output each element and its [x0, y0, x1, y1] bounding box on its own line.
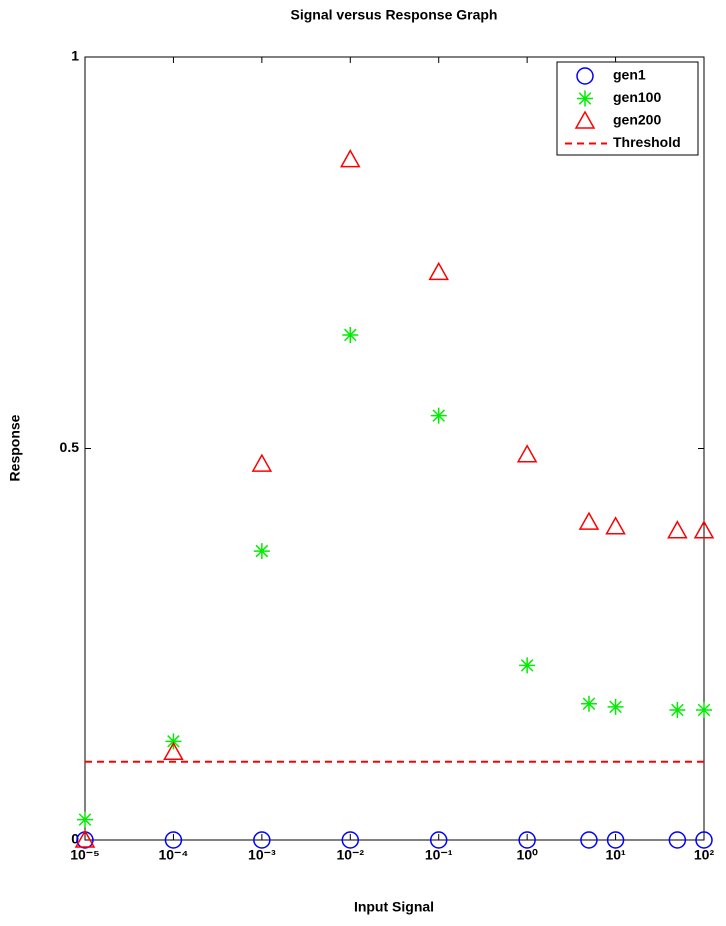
x-tick-label: 10⁻¹ — [425, 847, 453, 863]
point — [578, 511, 600, 530]
point — [696, 702, 712, 719]
point — [428, 261, 449, 281]
point — [519, 657, 536, 674]
x-tick-label: 10⁻⁴ — [158, 847, 188, 863]
legend-box — [556, 61, 699, 156]
legend-marker — [576, 67, 594, 85]
point — [605, 516, 626, 535]
point — [606, 831, 625, 849]
x-tick-label: 10⁻² — [336, 847, 364, 863]
point — [342, 326, 359, 343]
point — [580, 695, 597, 712]
point — [77, 811, 93, 828]
point — [165, 733, 182, 750]
point — [668, 831, 687, 849]
x-tick-label: 10¹ — [605, 847, 626, 863]
x-tick-label: 10² — [694, 847, 715, 863]
chart-title: Signal versus Response Graph — [291, 7, 498, 23]
legend-marker — [574, 110, 596, 129]
point — [251, 453, 273, 472]
y-axis-label: Response — [7, 414, 23, 481]
point — [163, 741, 184, 761]
x-tick-label: 10⁰ — [517, 847, 539, 863]
point — [429, 831, 448, 849]
point — [430, 407, 447, 424]
point — [340, 149, 361, 168]
point — [516, 444, 538, 463]
legend-label: gen200 — [613, 112, 661, 128]
y-tick-label: 0 — [71, 831, 79, 847]
y-tick-label: 1 — [71, 48, 79, 64]
point — [74, 829, 96, 848]
point — [669, 702, 686, 719]
point — [253, 831, 271, 849]
point — [518, 831, 536, 849]
legend-label: Threshold — [613, 134, 681, 150]
point — [164, 831, 183, 849]
point — [341, 831, 360, 849]
point — [607, 698, 624, 715]
legend-label: gen100 — [613, 89, 661, 105]
point — [253, 543, 270, 560]
point — [693, 520, 715, 539]
x-tick-label: 10⁻³ — [248, 847, 276, 863]
x-axis-label: Input Signal — [354, 899, 434, 915]
legend-label: gen1 — [613, 67, 646, 83]
y-tick-label: 0.5 — [60, 439, 80, 455]
point — [695, 831, 713, 849]
point — [667, 520, 688, 539]
legend-marker — [577, 90, 593, 107]
x-tick-label: 10⁻⁵ — [70, 847, 100, 863]
point — [580, 831, 598, 849]
